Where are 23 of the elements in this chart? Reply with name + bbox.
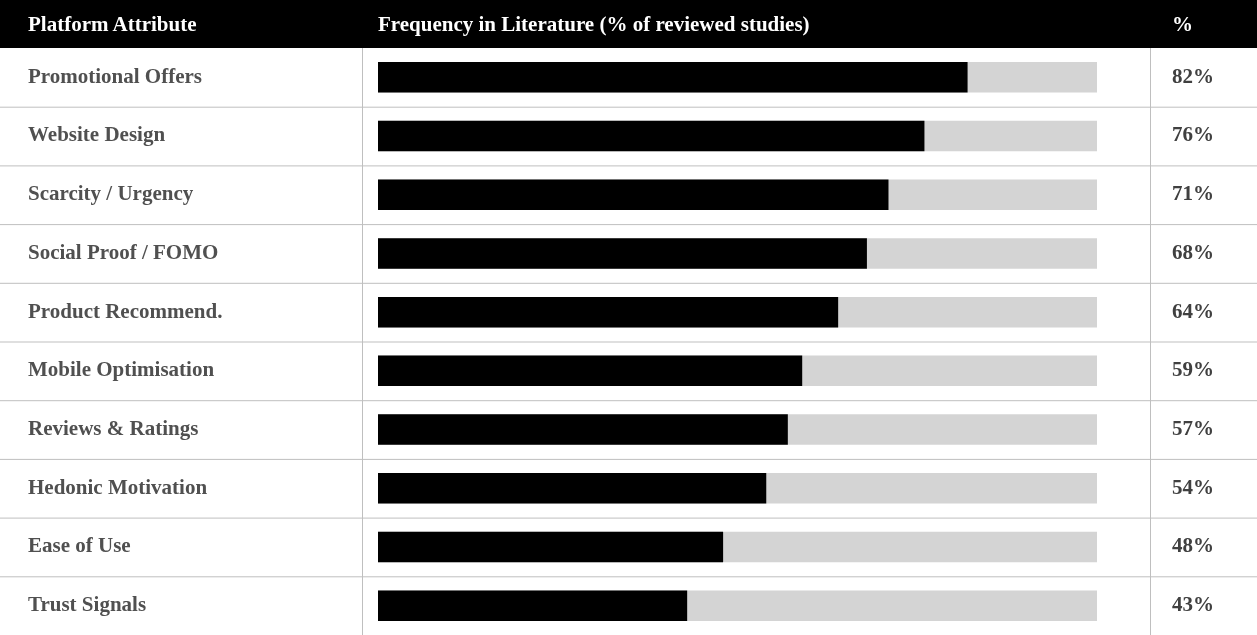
data-label: 76% (1172, 122, 1214, 147)
data-label: 64% (1172, 298, 1214, 323)
data-label: 54% (1172, 474, 1214, 499)
y-tick-label: Mobile Optimisation (28, 357, 215, 382)
data-label: 71% (1172, 181, 1214, 206)
y-tick-label: Ease of Use (28, 533, 131, 558)
data-label: 57% (1172, 415, 1214, 440)
y-axis-title: Platform Attribute (28, 10, 197, 38)
y-tick-label: Social Proof / FOMO (28, 239, 219, 264)
y-tick-label: Website Design (28, 122, 166, 147)
y-tick-label: Reviews & Ratings (28, 415, 199, 440)
data-label: 43% (1172, 592, 1214, 617)
y-tick-label: Trust Signals (28, 592, 147, 617)
y-tick-label: Hedonic Motivation (28, 474, 208, 499)
y-tick-label: Promotional Offers (28, 63, 202, 88)
data-label: 48% (1172, 533, 1214, 558)
chart-title: Frequency in Literature (% of reviewed studies) (378, 10, 810, 38)
y-tick-label: Scarcity / Urgency (28, 181, 194, 206)
text: % (1172, 10, 1193, 38)
y-tick-label: Product Recommend. (28, 298, 223, 323)
data-label: 68% (1172, 239, 1214, 264)
data-label: 59% (1172, 357, 1214, 382)
data-label: 82% (1172, 63, 1214, 88)
